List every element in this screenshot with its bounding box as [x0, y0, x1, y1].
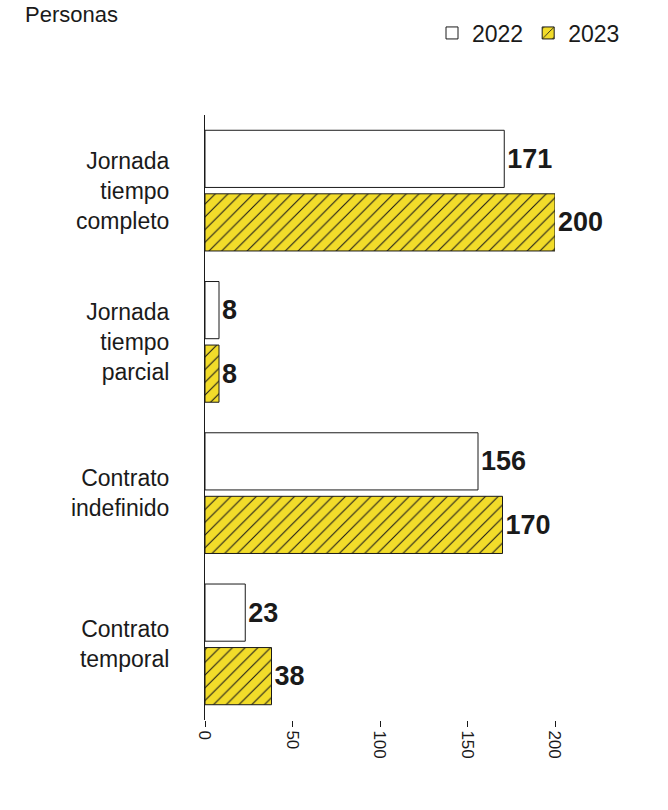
svg-text:170: 170	[506, 510, 551, 540]
svg-text:2023: 2023	[568, 21, 619, 47]
svg-text:Personas: Personas	[25, 2, 118, 27]
svg-text:50: 50	[283, 730, 302, 749]
svg-text:200: 200	[545, 730, 564, 758]
svg-text:38: 38	[275, 661, 305, 691]
svg-text:Contratotemporal: Contratotemporal	[80, 616, 169, 672]
svg-text:156: 156	[481, 446, 526, 476]
svg-text:100: 100	[370, 730, 389, 758]
svg-text:23: 23	[248, 598, 278, 628]
svg-text:200: 200	[558, 207, 603, 237]
svg-text:8: 8	[222, 359, 237, 389]
svg-text:0: 0	[195, 730, 214, 739]
svg-text:Jornadatiempoparcial: Jornadatiempoparcial	[86, 299, 169, 385]
svg-text:Jornadatiempocompleto: Jornadatiempocompleto	[76, 148, 170, 234]
svg-text:150: 150	[458, 730, 477, 758]
svg-text:8: 8	[222, 295, 237, 325]
svg-text:Contratoindefinido: Contratoindefinido	[71, 465, 169, 521]
svg-text:2022: 2022	[472, 21, 523, 47]
svg-text:171: 171	[507, 144, 552, 174]
